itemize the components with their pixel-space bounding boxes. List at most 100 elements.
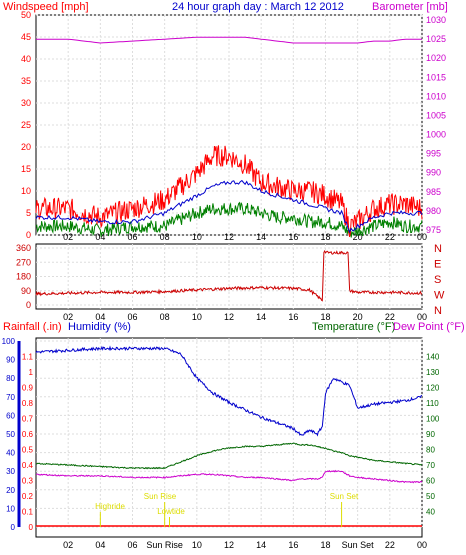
rainfall-tick-label: 0.9: [22, 384, 34, 393]
wind-tick-label: 10: [21, 186, 31, 196]
rainfall-tick-label: 0.5: [22, 446, 34, 455]
wind-tick-label: 15: [21, 164, 31, 174]
x-tick-label: 10: [192, 232, 202, 242]
x-tick-label: 04: [95, 540, 105, 550]
humidity-tick-label: 80: [6, 374, 15, 383]
wind-tick-label: 35: [21, 76, 31, 86]
rainfall-tick-label: 1.1: [22, 353, 34, 362]
compass-label: S: [434, 274, 441, 286]
x-tick-label: 14: [256, 232, 266, 242]
wind-tick-label: 0: [26, 230, 31, 240]
x-tick-label: 18: [320, 232, 330, 242]
rainfall-tick-label: 0.7: [22, 415, 34, 424]
humidity-tick-label: 20: [6, 486, 15, 495]
x-tick-label: 20: [353, 232, 363, 242]
x-tick-label: Sun Set: [342, 540, 375, 550]
temperature-tick-label: 50: [426, 492, 435, 501]
direction-tick-label: 0: [26, 300, 31, 310]
x-tick-label: 22: [385, 312, 395, 322]
temperature-tick-label: 110: [426, 399, 439, 408]
x-tick-label: 02: [63, 540, 73, 550]
wind-gust-series: [35, 145, 423, 238]
temperature-series: [36, 442, 423, 470]
rainfall-tick-label: 0.1: [22, 508, 34, 517]
temperature-tick-label: 130: [426, 368, 440, 377]
x-tick-label: 14: [256, 312, 266, 322]
humidity-tick-label: 30: [6, 467, 15, 476]
x-tick-label: 22: [385, 232, 395, 242]
x-tick-label: 10: [192, 540, 202, 550]
x-tick-label: 08: [160, 232, 170, 242]
annotation-layer: Sun Rise Highride Lowtide Sun Set: [95, 492, 359, 527]
x-tick-label: 04: [95, 312, 105, 322]
x-tick-label: 02: [63, 232, 73, 242]
direction-tick-label: 180: [16, 272, 31, 282]
compass-label: E: [434, 259, 441, 271]
rainfall-tick-label: 0: [29, 523, 34, 532]
barometer-tick-label: 1015: [426, 72, 446, 82]
windspeed-axis-title: Windspeed [mph]: [3, 1, 89, 13]
humidity-series: [35, 345, 423, 437]
rainfall-tick-label: 0.3: [22, 477, 34, 486]
barometer-axis-title: Barometer [mb]: [372, 1, 448, 13]
wind-tick-label: 45: [21, 32, 31, 42]
x-tick-label: 16: [288, 312, 298, 322]
humidity-tick-label: 50: [6, 430, 15, 439]
x-tick-label: 00: [417, 232, 427, 242]
wind-tick-label: 50: [21, 10, 31, 20]
x-tick-label: 06: [127, 232, 137, 242]
axis-layer: 0510152025303540455097598098599099510001…: [2, 10, 446, 550]
lowtide-annotation: Lowtide: [157, 507, 185, 516]
x-tick-label: 12: [224, 232, 234, 242]
rainfall-axis-title: Rainfall (.in): [3, 321, 62, 333]
compass-label: N: [434, 305, 442, 317]
rainfall-tick-label: 0.4: [22, 461, 34, 470]
wind-avg-series: [35, 179, 423, 234]
x-tick-label: 10: [192, 312, 202, 322]
wind-direction-series: [35, 249, 423, 302]
wind-tick-label: 5: [26, 208, 31, 218]
rainfall-tick-label: 0.8: [22, 399, 34, 408]
humidity-tick-label: 100: [2, 337, 16, 346]
barometer-series: [36, 36, 422, 44]
temperature-tick-label: 80: [426, 446, 435, 455]
rainfall-tick-label: 0.2: [22, 492, 34, 501]
temperature-tick-label: 70: [426, 461, 435, 470]
x-tick-label: Sun Rise: [146, 540, 183, 550]
x-tick-label: 00: [417, 312, 427, 322]
temperature-tick-label: 90: [426, 430, 435, 439]
humidity-axis-title: Humidity (%): [68, 321, 131, 333]
barometer-tick-label: 1020: [426, 53, 446, 63]
humidity-tick-label: 40: [6, 449, 15, 458]
rainfall-tick-label: 0.6: [22, 430, 34, 439]
wind-tick-label: 30: [21, 98, 31, 108]
x-tick-label: 22: [385, 540, 395, 550]
barometer-tick-label: 1030: [426, 15, 446, 25]
barometer-tick-label: 995: [426, 149, 441, 159]
compass-label: W: [434, 290, 445, 302]
hightide-annotation: Highride: [95, 502, 125, 511]
x-tick-label: 18: [320, 312, 330, 322]
barometer-tick-label: 1000: [426, 130, 446, 140]
direction-tick-label: 270: [16, 257, 31, 267]
barometer-tick-label: 980: [426, 206, 441, 216]
temperature-tick-label: 40: [426, 508, 435, 517]
x-tick-label: 00: [417, 540, 427, 550]
humidity-tick-label: 90: [6, 356, 15, 365]
barometer-tick-label: 990: [426, 168, 441, 178]
sunset-annotation: Sun Set: [330, 492, 359, 501]
x-tick-label: 12: [224, 540, 234, 550]
temperature-tick-label: 60: [426, 477, 435, 486]
temperature-axis-title: Temperature (°F): [312, 321, 395, 333]
series-layer: [35, 36, 423, 527]
barometer-tick-label: 975: [426, 225, 441, 235]
wind-low-series: [35, 201, 423, 238]
x-tick-label: 20: [353, 312, 363, 322]
temperature-tick-label: 120: [426, 384, 440, 393]
compass-label: N: [434, 243, 442, 255]
wind-tick-label: 40: [21, 54, 31, 64]
barometer-tick-label: 1025: [426, 34, 446, 44]
temperature-tick-label: 140: [426, 353, 440, 362]
direction-tick-label: 360: [16, 243, 31, 253]
